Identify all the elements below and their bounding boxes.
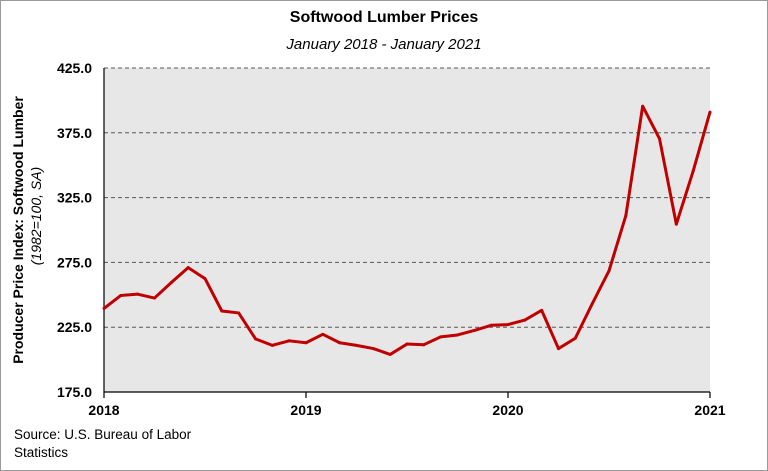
x-tick-label: 2021 (694, 402, 725, 418)
data-point (119, 293, 123, 297)
y-tick-label: 375.0 (57, 125, 92, 141)
y-tick-label: 275.0 (57, 254, 92, 270)
data-point (355, 343, 358, 347)
data-point (506, 323, 510, 327)
data-point (590, 302, 594, 306)
x-tick-label: 2018 (88, 402, 119, 418)
data-point (456, 333, 459, 337)
x-tick-label: 2019 (290, 402, 321, 418)
data-point (102, 306, 106, 310)
x-tick-label: 2020 (492, 402, 523, 418)
chart-subtitle: January 2018 - January 2021 (286, 36, 482, 53)
data-points (102, 104, 712, 356)
data-point (321, 332, 325, 336)
data-point (388, 352, 392, 356)
data-point (523, 318, 527, 322)
data-point (489, 323, 493, 327)
y-axis-unit-label: (1982=100, SA) (28, 167, 44, 265)
data-point (405, 342, 409, 346)
data-point (624, 214, 628, 218)
data-point (254, 337, 257, 341)
y-tick-label: 425.0 (57, 60, 92, 76)
data-point (136, 292, 140, 296)
data-point (169, 280, 173, 284)
data-point (557, 347, 560, 351)
data-point (641, 104, 645, 108)
y-tick-labels: 425.0 375.0 325.0 275.0 225.0 175.0 (57, 60, 92, 400)
data-point (371, 347, 375, 351)
y-tick-label: 325.0 (57, 190, 92, 206)
data-point (472, 328, 476, 332)
data-point (153, 296, 156, 300)
data-point (186, 266, 190, 270)
data-point (607, 269, 611, 273)
plot-area (104, 68, 710, 392)
chart-title: Softwood Lumber Prices (289, 9, 479, 26)
y-axis-label: Producer Price Index: Softwood Lumber (10, 96, 26, 364)
data-point (708, 110, 712, 114)
data-point (270, 343, 274, 347)
data-point (203, 277, 207, 281)
data-point (287, 339, 291, 343)
data-point (674, 222, 678, 226)
y-tick-label: 225.0 (57, 319, 92, 335)
x-tick-labels: 2018 2019 2020 2021 (88, 402, 725, 418)
data-point (691, 169, 695, 173)
data-point (237, 311, 241, 315)
grid-lines (104, 67, 710, 328)
data-point (540, 308, 544, 312)
source-note: Source: U.S. Bureau of Labor Statistics (14, 427, 192, 460)
data-point (220, 309, 224, 313)
data-point (422, 343, 426, 347)
data-point (439, 335, 443, 339)
data-point (304, 341, 308, 345)
data-point (573, 336, 577, 340)
data-point (658, 137, 661, 141)
y-tick-label: 175.0 (57, 384, 92, 400)
data-point (338, 341, 342, 345)
axes (103, 68, 711, 398)
